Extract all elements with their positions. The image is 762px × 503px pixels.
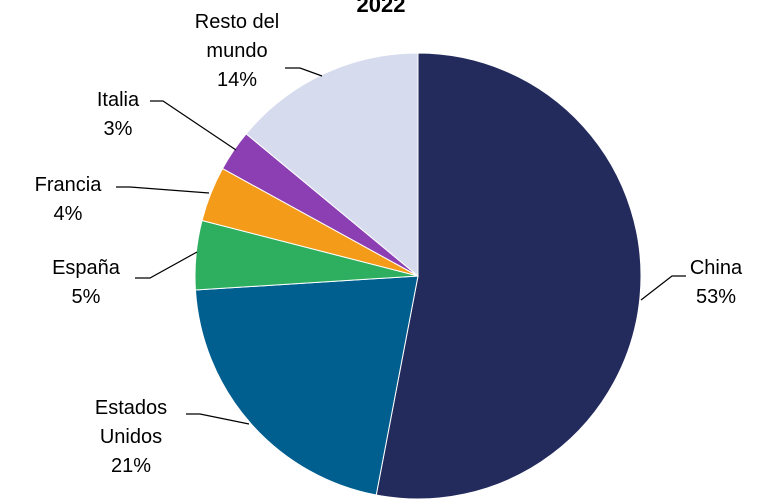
category-label: Estados Unidos <box>94 397 168 448</box>
leader-lines <box>116 67 686 425</box>
leader-line <box>135 251 198 279</box>
chart-title: 2022 <box>356 0 406 17</box>
value-label: 53% <box>695 286 737 308</box>
slice-label: Italia 3% <box>78 86 158 144</box>
slice-label: España 5% <box>41 254 131 312</box>
slice-label: Francia 4% <box>13 171 123 229</box>
category-label: China <box>689 257 743 279</box>
category-label: Resto del mundo <box>194 11 280 62</box>
leader-line <box>640 275 686 301</box>
pie-slice <box>194 275 419 496</box>
pie-slice <box>245 52 419 278</box>
value-label: 3% <box>103 118 133 140</box>
pie-slice <box>375 52 642 500</box>
category-label: Francia <box>34 174 102 196</box>
category-label: España <box>52 257 120 279</box>
category-label: Italia <box>96 89 140 111</box>
value-label: 21% <box>110 455 152 477</box>
slice-label: Estados Unidos 21% <box>76 394 186 481</box>
value-label: 14% <box>216 69 258 91</box>
slice-label: Resto del mundo 14% <box>182 8 292 95</box>
leader-line <box>150 100 237 151</box>
leader-line <box>285 67 323 77</box>
value-label: 4% <box>53 203 83 225</box>
leader-line <box>186 413 250 425</box>
slice-label: China 53% <box>676 254 756 312</box>
leader-line <box>116 186 210 194</box>
value-label: 5% <box>71 286 101 308</box>
